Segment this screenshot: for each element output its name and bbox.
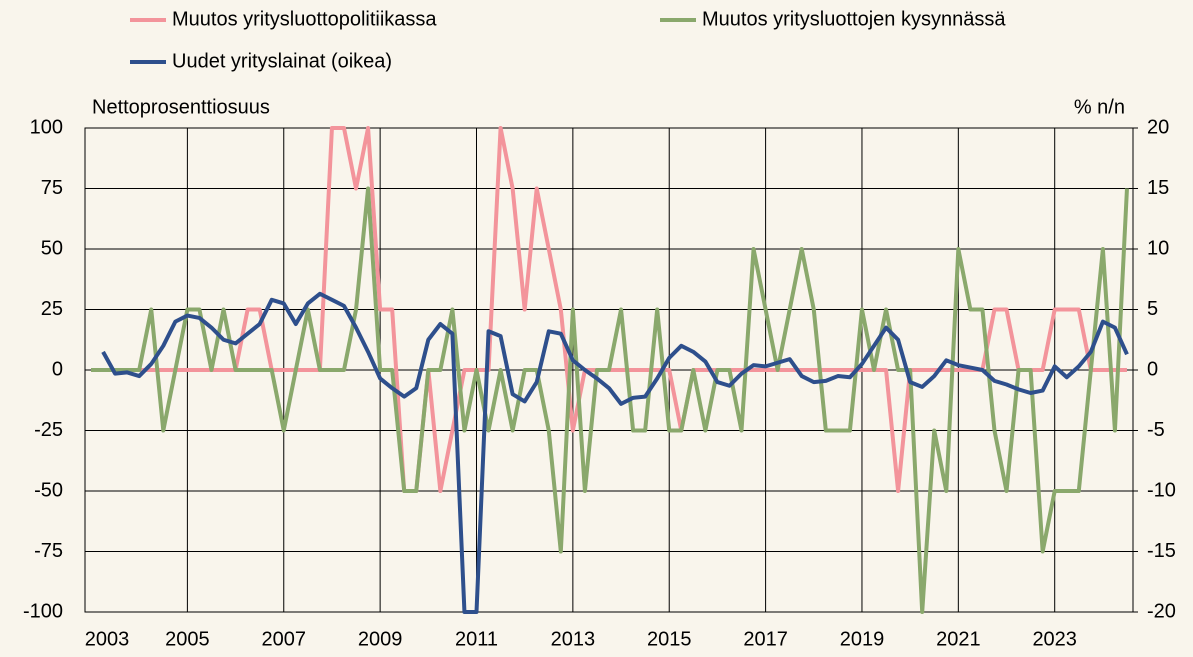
legend-label: Muutos yritysluottojen kysynnässä: [702, 8, 1006, 30]
series-line: [91, 186, 1129, 614]
y-tick-label: -50: [34, 479, 63, 501]
x-tick-label: 2013: [551, 628, 596, 650]
x-tick-label: 2011: [455, 628, 498, 650]
y2-tick-label: -10: [1147, 479, 1176, 501]
y2-tick-label: 15: [1147, 177, 1169, 199]
y-axis-title: Nettoprosenttiosuus: [92, 96, 270, 118]
y-tick-label: 100: [30, 116, 63, 138]
y2-tick-label: 0: [1147, 358, 1158, 380]
y2-tick-label: 10: [1147, 237, 1169, 259]
y-tick-label: 75: [41, 177, 63, 199]
y-tick-label: -25: [34, 419, 63, 441]
x-tick-label: 2017: [743, 628, 788, 650]
y-tick-label: -100: [23, 600, 63, 622]
y2-axis-title: % n/n: [1074, 96, 1125, 118]
y-tick-label: 50: [41, 237, 63, 259]
x-tick-label: 2021: [936, 628, 981, 650]
x-tick-label: 2007: [262, 628, 307, 650]
y2-tick-label: 5: [1147, 298, 1158, 320]
x-tick-label: 2015: [647, 628, 692, 650]
y2-tick-label: -15: [1147, 540, 1176, 562]
legend-label: Muutos yritysluottopolitiikassa: [172, 8, 437, 30]
series-line: [101, 291, 1129, 614]
y-tick-label: -75: [34, 540, 63, 562]
x-tick-label: 2023: [1032, 628, 1077, 650]
y2-tick-label: -5: [1147, 419, 1165, 441]
y-tick-label: 0: [52, 358, 63, 380]
y2-tick-label: 20: [1147, 116, 1169, 138]
x-tick-label: 2019: [840, 628, 885, 650]
x-tick-label: 2009: [358, 628, 403, 650]
x-tick-label: 2005: [165, 628, 210, 650]
y2-tick-label: -20: [1147, 600, 1176, 622]
legend-label: Uudet yrityslainat (oikea): [172, 50, 392, 72]
y-tick-label: 25: [41, 298, 63, 320]
x-tick-label: 2003: [85, 628, 130, 650]
